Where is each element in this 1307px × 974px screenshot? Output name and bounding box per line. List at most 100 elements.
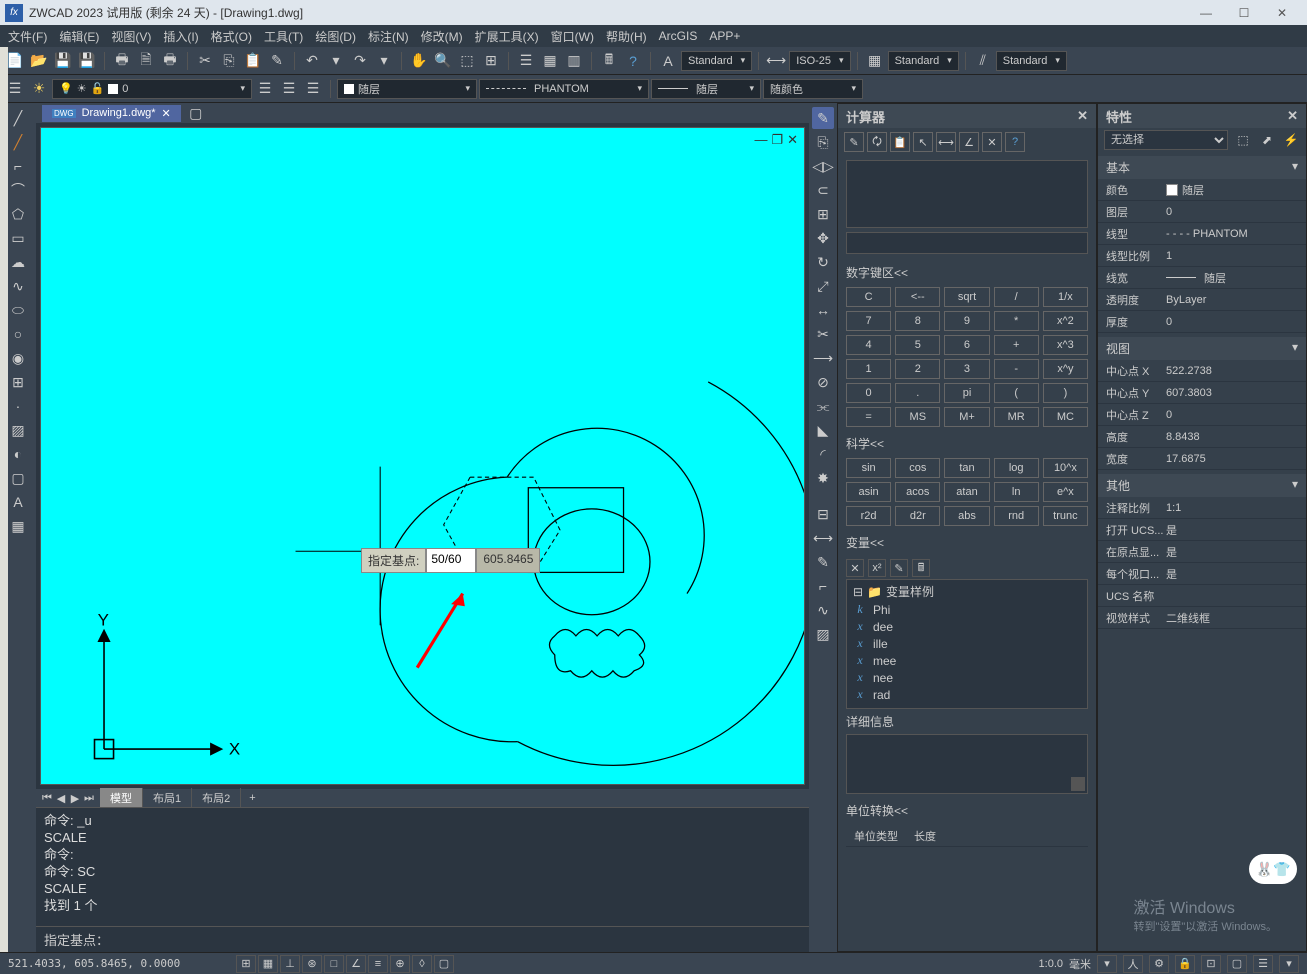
prop-row[interactable]: 图层0 (1098, 201, 1306, 223)
undo-dropdown-icon[interactable]: ▾ (325, 50, 347, 72)
saveas-icon[interactable]: 💾 (76, 50, 98, 72)
menu-4[interactable]: 格式(O) (211, 28, 252, 45)
point-icon[interactable]: · (6, 395, 30, 417)
numpad-section-title[interactable]: 数字键区<< (846, 264, 1088, 281)
togglepick-icon[interactable]: ⚡ (1282, 131, 1300, 149)
edit-icon[interactable]: ✎ (812, 551, 834, 573)
calc-history-icon[interactable]: 🗘 (867, 132, 887, 152)
calc-key[interactable]: 0 (846, 383, 891, 403)
selectobj-icon[interactable]: ⬈ (1258, 131, 1276, 149)
unit-type-value[interactable]: 长度 (914, 828, 1080, 844)
sci-key[interactable]: d2r (895, 506, 940, 526)
menu-13[interactable]: APP+ (709, 29, 740, 43)
sci-key[interactable]: ln (994, 482, 1039, 502)
layercolor-select[interactable]: 随层▾ (337, 79, 477, 99)
tool-palette-icon[interactable]: ▥ (563, 50, 585, 72)
sci-key[interactable]: trunc (1043, 506, 1088, 526)
tab-last-icon[interactable]: ⏭ (82, 792, 96, 805)
calc-result[interactable] (846, 232, 1088, 254)
calc-key[interactable]: 8 (895, 311, 940, 331)
science-section-title[interactable]: 科学<< (846, 435, 1088, 452)
drawing-tab[interactable]: DWG Drawing1.dwg* ✕ (42, 105, 181, 122)
plotcolor-select[interactable]: 随颜色▾ (763, 79, 863, 99)
layer-select[interactable]: 💡☀🔓0▾ (52, 79, 252, 99)
props-close-icon[interactable]: ✕ (1287, 108, 1298, 124)
var-del-icon[interactable]: ✎ (890, 559, 908, 577)
menu-7[interactable]: 标注(N) (368, 28, 409, 45)
prop-row[interactable]: UCS 名称 (1098, 585, 1306, 607)
menu-10[interactable]: 窗口(W) (551, 28, 594, 45)
layermatch-icon[interactable]: ☰ (278, 78, 300, 100)
redo-dropdown-icon[interactable]: ▾ (373, 50, 395, 72)
osnap-icon[interactable]: □ (324, 955, 344, 973)
pedit-icon[interactable]: ⌐ (812, 575, 834, 597)
calc-key[interactable]: MS (895, 407, 940, 427)
ortho-icon[interactable]: ⊥ (280, 955, 300, 973)
new-tab-icon[interactable]: ▢ (185, 102, 207, 124)
calc-key[interactable]: 2 (895, 359, 940, 379)
prop-row[interactable]: 每个视口...是 (1098, 563, 1306, 585)
menu-12[interactable]: ArcGIS (659, 29, 698, 43)
calc-icon[interactable]: 🖩 (598, 50, 620, 72)
tablestyle-select[interactable]: Standard▾ (888, 51, 959, 71)
calc-key[interactable]: 7 (846, 311, 891, 331)
scale-icon[interactable]: ⤢ (812, 275, 834, 297)
var-item[interactable]: xmee (849, 652, 1085, 669)
prop-section-header[interactable]: 视图▾ (1098, 337, 1306, 360)
calc-key[interactable]: . (895, 383, 940, 403)
calc-key[interactable]: 3 (944, 359, 989, 379)
close-button[interactable]: ✕ (1272, 6, 1292, 20)
help-icon[interactable]: ? (622, 50, 644, 72)
model-tab[interactable]: 布局1 (143, 788, 192, 808)
sci-key[interactable]: rnd (994, 506, 1039, 526)
calc-angle-icon[interactable]: ∠ (959, 132, 979, 152)
redo-icon[interactable]: ↷ (349, 50, 371, 72)
expand-icon[interactable]: ▾ (1279, 955, 1299, 973)
calc-key[interactable]: x^y (1043, 359, 1088, 379)
prop-row[interactable]: 宽度17.6875 (1098, 448, 1306, 470)
calc-key[interactable]: 1 (846, 359, 891, 379)
polar-icon[interactable]: ⊛ (302, 955, 322, 973)
prop-row[interactable]: 厚度0 (1098, 311, 1306, 333)
var-item[interactable]: xrad (849, 686, 1085, 703)
print-icon[interactable]: 🖶 (111, 50, 133, 72)
calc-paste-icon[interactable]: 📋 (890, 132, 910, 152)
explode-icon[interactable]: ✸ (812, 467, 834, 489)
menu-5[interactable]: 工具(T) (264, 28, 303, 45)
layerprev-icon[interactable]: ☰ (254, 78, 276, 100)
calc-key[interactable]: <-- (895, 287, 940, 307)
var-item[interactable]: xdee (849, 618, 1085, 635)
prop-row[interactable]: 线宽随层 (1098, 267, 1306, 289)
drawing-canvas[interactable]: — ❐ ✕ (41, 128, 804, 784)
cut-icon[interactable]: ✂ (194, 50, 216, 72)
model-tab[interactable]: 模型 (100, 788, 143, 808)
zoom-extents-icon[interactable]: ⊞ (480, 50, 502, 72)
var-list[interactable]: ⊟📁变量样例 kPhixdeexillexmeexneexrad (846, 579, 1088, 709)
prop-row[interactable]: 注释比例1:1 (1098, 497, 1306, 519)
prop-section-header[interactable]: 其他▾ (1098, 474, 1306, 497)
properties-icon[interactable]: ☰ (515, 50, 537, 72)
calc-display[interactable] (846, 160, 1088, 228)
vars-section-title[interactable]: 变量<< (846, 534, 1088, 551)
calc-key[interactable]: - (994, 359, 1039, 379)
save-icon[interactable]: 💾 (52, 50, 74, 72)
calc-key[interactable]: ( (994, 383, 1039, 403)
undo-icon[interactable]: ↶ (301, 50, 323, 72)
spline-icon[interactable]: ∿ (6, 275, 30, 297)
hatch-icon[interactable]: ▨ (6, 419, 30, 441)
otrack-icon[interactable]: ∠ (346, 955, 366, 973)
model-tab[interactable]: 布局2 (192, 788, 241, 808)
donut-icon[interactable]: ◉ (6, 347, 30, 369)
dyn-icon[interactable]: ⊕ (390, 955, 410, 973)
lwt-icon[interactable]: ≡ (368, 955, 388, 973)
unit-section-title[interactable]: 单位转换<< (846, 802, 1088, 819)
calc-key[interactable]: 4 (846, 335, 891, 355)
sci-key[interactable]: e^x (1043, 482, 1088, 502)
sci-key[interactable]: asin (846, 482, 891, 502)
calc-key[interactable]: / (994, 287, 1039, 307)
selection-dropdown[interactable]: 无选择 (1104, 130, 1228, 150)
dimstyle-select[interactable]: ISO-25▾ (789, 51, 850, 71)
block-icon[interactable]: ⊞ (6, 371, 30, 393)
doc-minimize-icon[interactable]: — (754, 132, 767, 148)
tab-first-icon[interactable]: ⏮ (40, 792, 54, 805)
